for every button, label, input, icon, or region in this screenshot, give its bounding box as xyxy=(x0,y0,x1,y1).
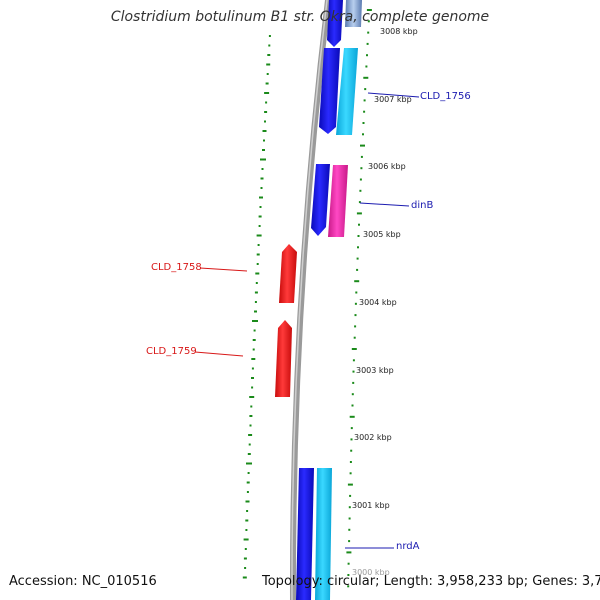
accession-text: Accession: NC_010516 xyxy=(9,574,157,589)
gene-cld-1756-cyan[interactable] xyxy=(336,48,358,135)
scale-label-3002: 3002 kbp xyxy=(354,433,392,442)
gene-cld-1758[interactable] xyxy=(279,244,297,303)
gene-label-nrda[interactable]: nrdA xyxy=(396,541,420,552)
leader-cld-1758 xyxy=(199,267,248,272)
scale-label-3003: 3003 kbp xyxy=(356,366,394,375)
scale-label-3001: 3001 kbp xyxy=(352,501,390,510)
gene-label-dinb[interactable]: dinB xyxy=(411,200,434,211)
map-title: Clostridium botulinum B1 str. Okra, comp… xyxy=(110,9,490,25)
gene-cld-1759[interactable] xyxy=(275,320,292,397)
scale-label-3004: 3004 kbp xyxy=(359,298,397,307)
gene-top-blue[interactable] xyxy=(327,0,343,47)
scale-label-3005: 3005 kbp xyxy=(363,230,401,239)
genome-backbone-highlight xyxy=(291,0,328,600)
scale-label-3007: 3007 kbp xyxy=(374,95,412,104)
genome-backbone xyxy=(289,0,331,600)
leader-cld-1759 xyxy=(194,351,244,357)
gene-label-cld-1758[interactable]: CLD_1758 xyxy=(151,262,202,273)
gene-dinb-blue[interactable] xyxy=(311,164,330,236)
scale-label-3000: 3000 kbp xyxy=(352,568,390,577)
gene-nrda[interactable] xyxy=(315,468,332,600)
gene-nrda-blue[interactable] xyxy=(296,468,314,600)
scale-label-3008: 3008 kbp xyxy=(380,27,418,36)
topology-text: Topology: circular; Length: 3,958,233 bp… xyxy=(262,574,600,589)
gene-label-cld-1756[interactable]: CLD_1756 xyxy=(420,91,471,102)
gene-cld-1756-blue[interactable] xyxy=(319,48,340,134)
gene-top-steel[interactable] xyxy=(345,0,362,27)
gene-label-cld-1759[interactable]: CLD_1759 xyxy=(146,346,197,357)
scale-dot-track xyxy=(346,9,372,588)
gc-outer-track xyxy=(242,35,271,579)
scale-label-3006: 3006 kbp xyxy=(368,162,406,171)
leader-dinb xyxy=(359,202,410,207)
leader-cld-1756 xyxy=(367,92,420,98)
gene-dinb[interactable] xyxy=(328,165,348,237)
